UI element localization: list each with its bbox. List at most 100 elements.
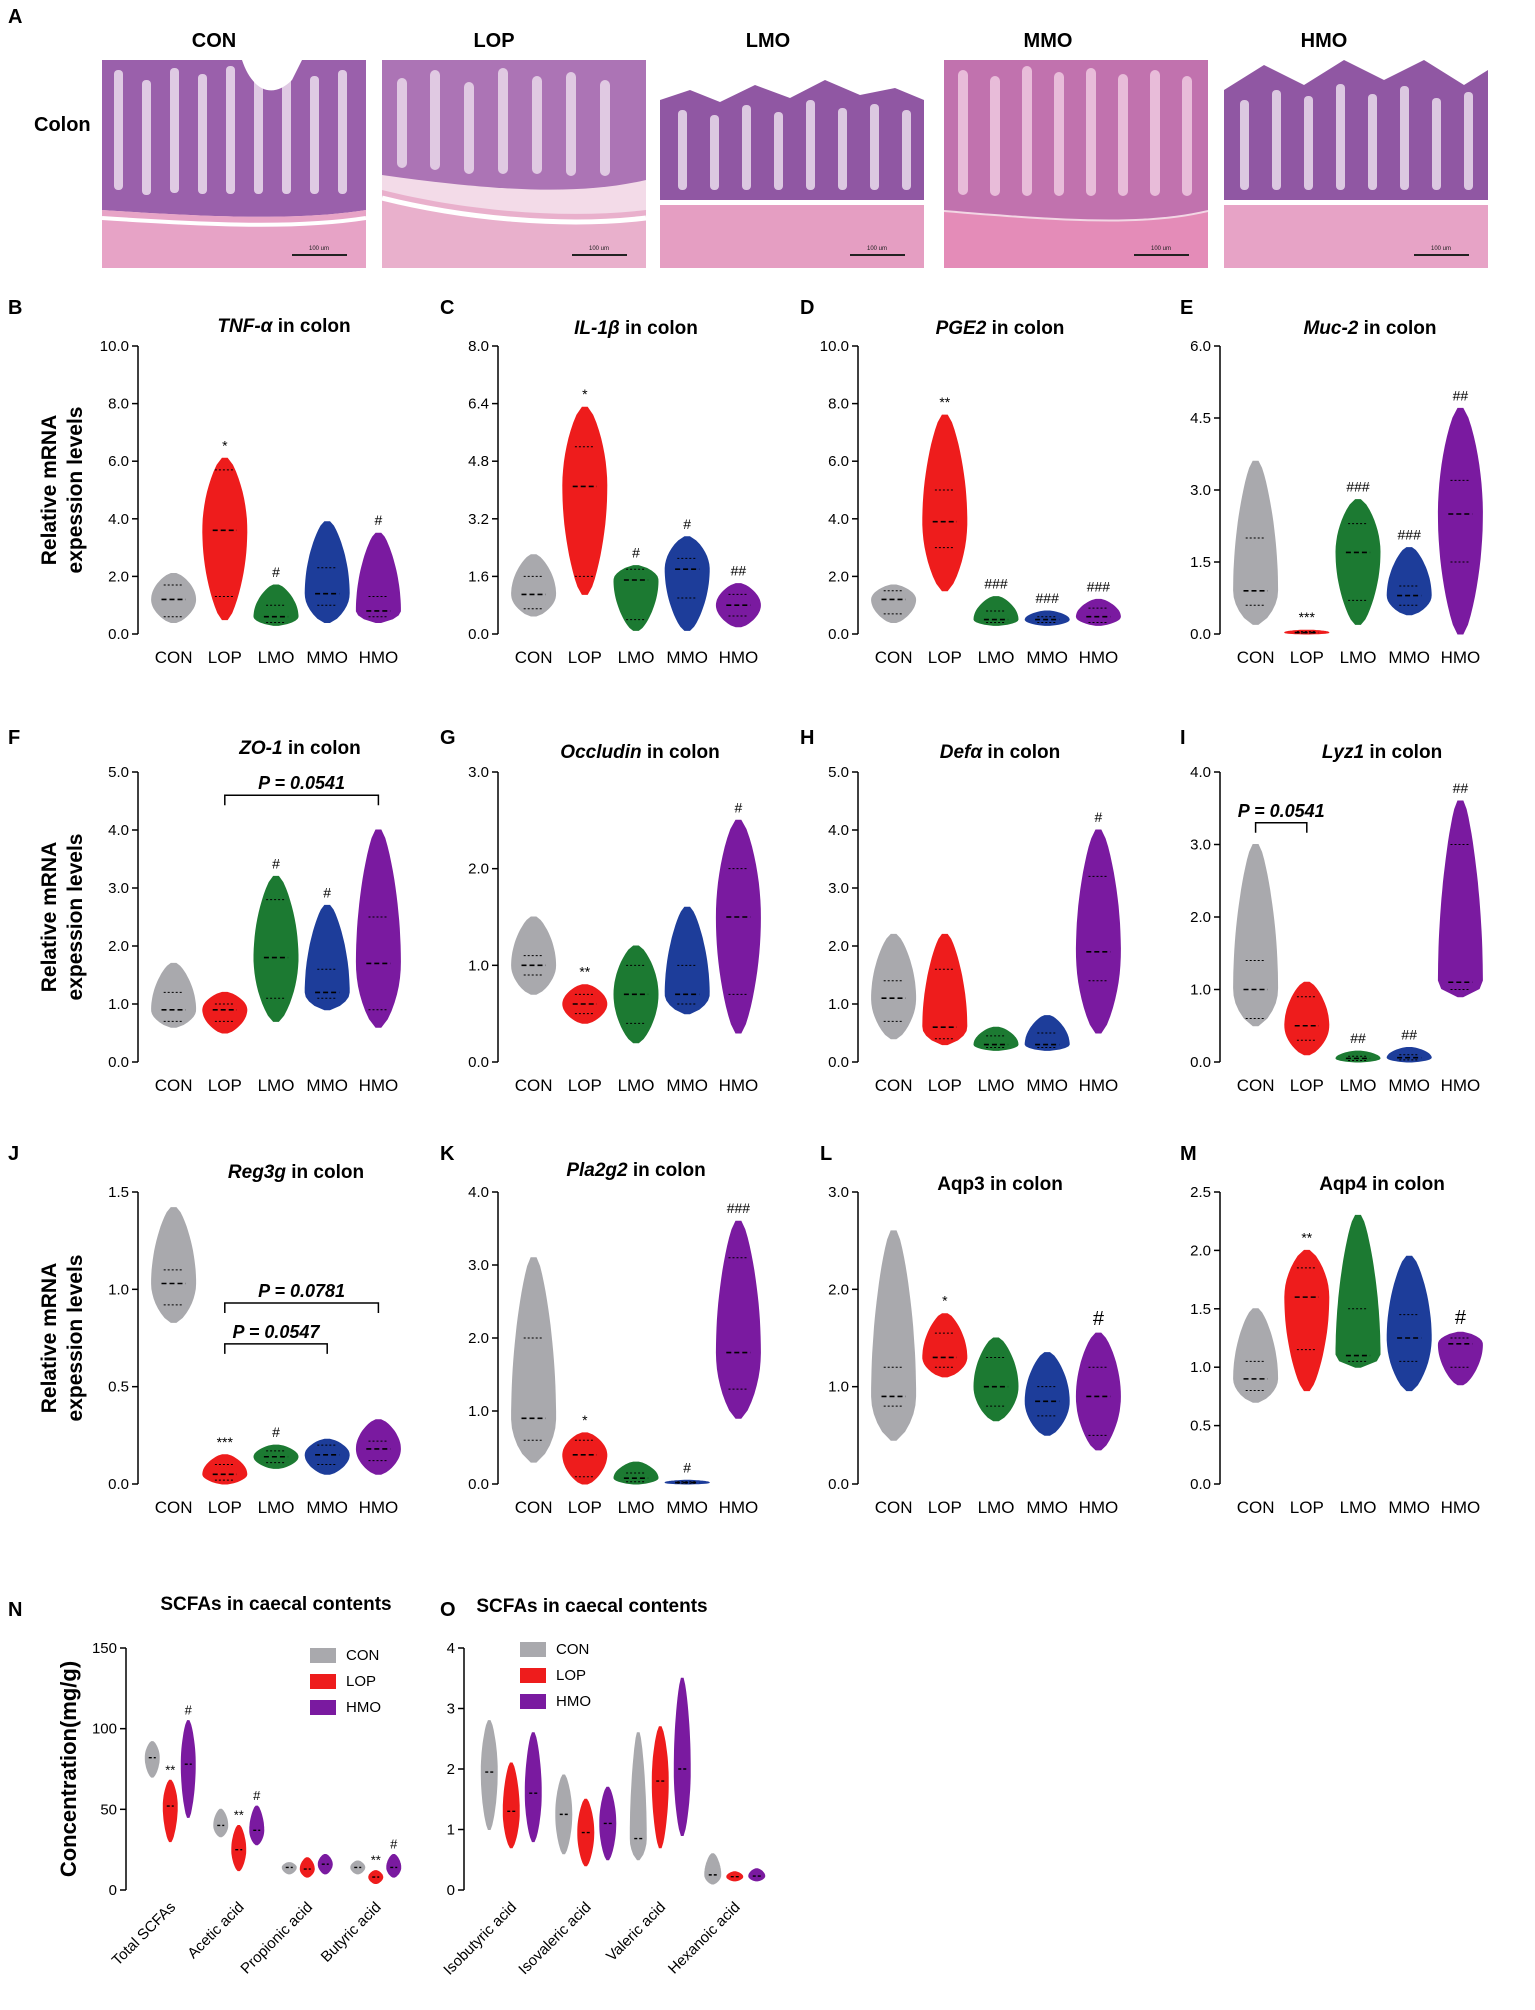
histology-row-label: Colon [34, 114, 91, 136]
x-tick-label-lop: LOP [1290, 1498, 1324, 1517]
x-tick-label-mmo: MMO [1026, 1076, 1068, 1095]
violin-lop [502, 1762, 520, 1849]
chart-panel-g: G Occludin in colon 0.0 1.0 2.0 3.0 CON LOP ** LM… [440, 727, 761, 1095]
significance-mark: # [375, 512, 383, 528]
significance-mark: # [1095, 809, 1103, 825]
significance-mark: * [222, 437, 228, 453]
chart-title: Muc-2 in colon [1303, 318, 1436, 339]
y-tick-label: 8.0 [108, 396, 129, 413]
x-tick-label-hmo: HMO [1441, 1498, 1481, 1517]
violin-mmo [1386, 547, 1432, 616]
y-tick-label: 4.0 [468, 1184, 489, 1201]
y-tick-label: 1.5 [108, 1184, 129, 1201]
histology-image-con: 100 um [102, 60, 366, 268]
y-tick-label: 10.0 [100, 338, 129, 355]
x-tick-label-hmo: HMO [359, 1498, 399, 1517]
x-tick-label-hmo: HMO [359, 648, 399, 667]
legend-label-con: CON [556, 1641, 589, 1658]
y-tick-label: 3.0 [828, 1184, 849, 1201]
y-tick-label: 0.5 [1190, 1418, 1211, 1435]
y-tick-label: 100 [92, 1721, 117, 1738]
y-tick-label: 0.0 [468, 626, 489, 643]
chart-title-gene: Reg3g [228, 1162, 286, 1183]
y-tick-label: 0.0 [1190, 1476, 1211, 1493]
violin-lop [202, 991, 248, 1034]
legend-label-lop: LOP [346, 1673, 376, 1690]
chart-title: SCFAs in caecal contents [160, 1594, 391, 1615]
y-tick-label: 2.0 [828, 1281, 849, 1298]
y-tick-label: 3.0 [828, 880, 849, 897]
legend-swatch-hmo [520, 1694, 546, 1709]
panel-letter-i: I [1180, 727, 1186, 749]
violin-con [704, 1853, 722, 1885]
y-tick-label: 1.0 [108, 996, 129, 1013]
y-tick-label: 1.0 [468, 1403, 489, 1420]
violin-hmo [249, 1805, 265, 1846]
significance-mark: # [683, 1459, 691, 1475]
violin-con [871, 933, 917, 1040]
y-tick-label: 0.0 [468, 1054, 489, 1071]
y-axis-label-line1: Relative mRNA [38, 415, 61, 566]
chart-panel-k: K Pla2g2 in colon 0.0 1.0 2.0 3.0 4.0 CON LOP * LM… [440, 1143, 761, 1517]
y-tick-label: 4.0 [108, 511, 129, 528]
legend-label-lop: LOP [556, 1667, 586, 1684]
scale-bar-label: 100 um [589, 246, 609, 252]
y-tick-label: 2 [447, 1761, 455, 1778]
x-tick-label-con: CON [875, 1076, 913, 1095]
p-value-label: P = 0.0781 [258, 1281, 345, 1301]
x-tick-label-con: CON [155, 1498, 193, 1517]
chart-title: IL-1β in colon [574, 318, 698, 339]
violin-mmo [1386, 1255, 1432, 1392]
x-tick-label-hmo: HMO [1079, 1076, 1119, 1095]
y-tick-label: 4.0 [828, 511, 849, 528]
violin-lmo [1335, 1214, 1381, 1368]
legend-swatch-lop [520, 1668, 546, 1683]
y-tick-label: 5.0 [108, 764, 129, 781]
chart-panel-h: H Defα in colon 0.0 1.0 2.0 3.0 4.0 5.0 CON LOP LM… [800, 727, 1121, 1095]
chart-panel-c: C IL-1β in colon 0.0 1.6 3.2 4.8 6.4 8.0 CON LOP *… [440, 297, 761, 667]
legend-label-hmo: HMO [346, 1699, 381, 1716]
y-tick-label: 8.0 [828, 396, 849, 413]
chart-title-suffix: in colon [1358, 318, 1436, 339]
violin-lop [922, 1313, 968, 1378]
y-tick-label: 2.0 [828, 938, 849, 955]
significance-mark: ** [939, 394, 950, 410]
violin-mmo [664, 536, 710, 631]
histology-title-mmo: MMO [1023, 30, 1073, 52]
x-tick-label: Isovaleric acid [515, 1899, 594, 1978]
x-tick-label-lmo: LMO [618, 1498, 655, 1517]
violin-lop [299, 1857, 315, 1878]
chart-title: Reg3g in colon [228, 1162, 364, 1183]
y-tick-label: 2.0 [1190, 1242, 1211, 1259]
p-value-label: P = 0.0541 [1238, 801, 1325, 821]
legend-swatch-con [520, 1642, 546, 1657]
violin-hmo [1437, 407, 1483, 635]
significance-mark: # [323, 884, 331, 900]
y-tick-label: 3.0 [468, 764, 489, 781]
significance-bracket [224, 794, 380, 806]
chart-title-suffix: in colon [985, 1174, 1063, 1195]
panel-letter-h: H [800, 727, 814, 749]
significance-mark: # [683, 516, 691, 532]
violin-con [213, 1808, 229, 1838]
violin-lop [1284, 1249, 1330, 1392]
x-tick-label-lop: LOP [568, 1076, 602, 1095]
x-tick-label-hmo: HMO [719, 648, 759, 667]
violin-hmo [180, 1720, 196, 1818]
y-tick-label: 6.0 [108, 453, 129, 470]
histology-image-hmo: 100 um [1224, 60, 1488, 268]
chart-panel-e: E Muc-2 in colon 0.0 1.5 3.0 4.5 6.0 CON LOP *** L… [1180, 297, 1483, 667]
y-axis-label-line1: Relative mRNA [38, 842, 61, 993]
violin-con [151, 962, 197, 1028]
scale-bar-label: 100 um [1431, 246, 1451, 252]
legend-swatch-hmo [310, 1700, 336, 1715]
y-tick-label: 1.0 [828, 1379, 849, 1396]
x-tick-label-lop: LOP [208, 648, 242, 667]
significance-mark: # [253, 1788, 261, 1803]
histology-image-mmo: 100 um [944, 60, 1208, 268]
chart-title-gene: Pla2g2 [566, 1160, 628, 1181]
violin-hmo [355, 1419, 401, 1475]
y-tick-label: 3.0 [108, 880, 129, 897]
violin-hmo [599, 1786, 617, 1861]
